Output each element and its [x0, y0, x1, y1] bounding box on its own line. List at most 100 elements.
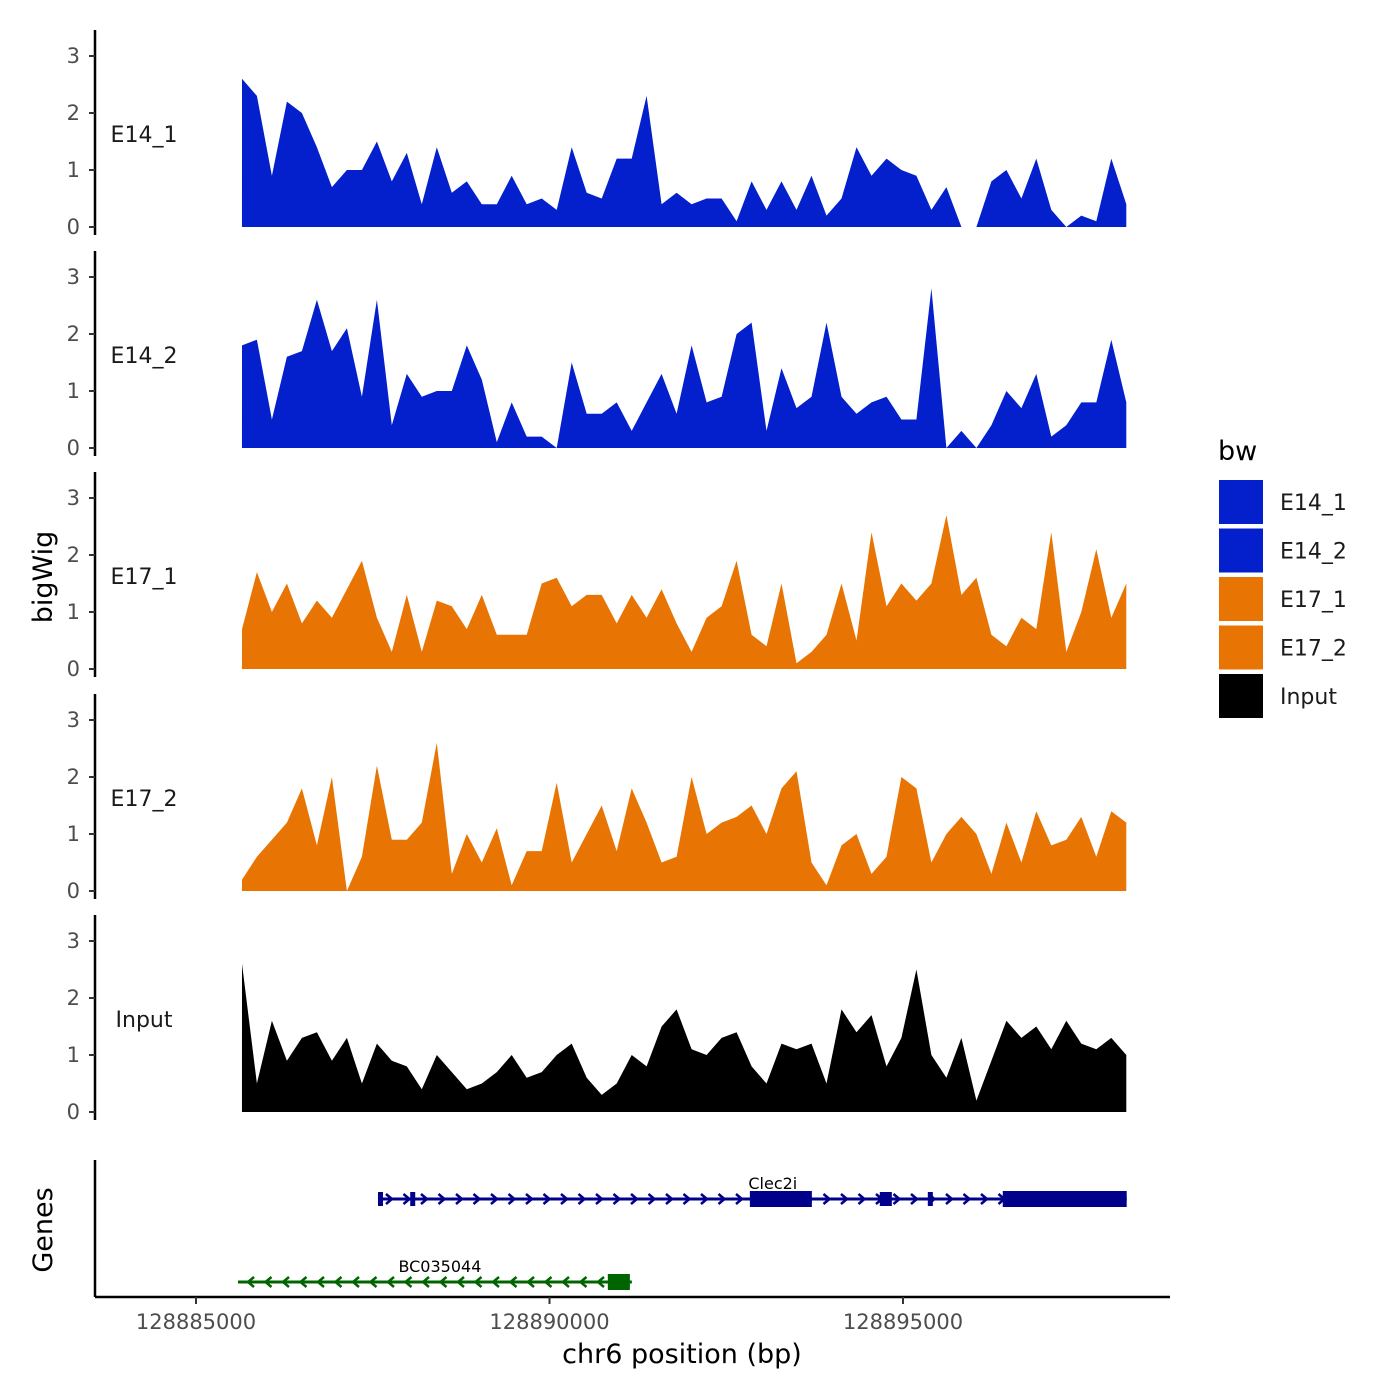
strand-arrow [437, 1193, 447, 1205]
strand-arrow [263, 1276, 273, 1288]
strand-arrow [421, 1276, 430, 1288]
y-tick-label: 3 [67, 486, 80, 510]
exon [927, 1192, 933, 1206]
track-label: E17_2 [111, 787, 178, 812]
y-tick-label: 2 [67, 101, 80, 125]
strand-arrow [892, 1193, 902, 1205]
strand-arrow [526, 1276, 535, 1288]
y-tick-label: 1 [67, 379, 80, 403]
strand-arrow [351, 1276, 360, 1288]
signal-area-E17_1 [241, 515, 1127, 669]
strand-arrow [473, 1276, 483, 1288]
track-E17_2: 0 1 2 3 E17_2 [67, 694, 1127, 903]
strand-arrow [403, 1276, 413, 1288]
strand-arrow [472, 1193, 482, 1205]
y-tick-label: 1 [67, 158, 80, 182]
x-axis-title: chr6 position (bp) [562, 1339, 802, 1370]
y-tick-label: 0 [67, 1100, 80, 1124]
track-label: E17_1 [111, 565, 178, 590]
gene-track: Clec2i BC035044 [237, 1174, 1127, 1290]
strand-arrow [281, 1276, 290, 1288]
legend-item-E14_2: E14_2 [1219, 528, 1347, 573]
exon [607, 1274, 630, 1290]
y-tick-label: 2 [67, 322, 80, 346]
strand-arrow [945, 1193, 954, 1205]
strand-arrow [385, 1193, 394, 1205]
strand-arrow [298, 1276, 308, 1288]
legend: bw E14_1 E14_2 E17_1 E17_2 Input [1218, 436, 1347, 718]
strand-arrow [595, 1193, 604, 1205]
legend-label: E17_2 [1280, 637, 1347, 662]
signal-tracks: 0 1 2 3 E14_1 0 1 2 3 E14_2 0 1 2 3 E17_1 0 1 2 3 E17_2 0 1 2 3… [67, 30, 1127, 1124]
strand-arrow [717, 1193, 727, 1205]
signal-area-E17_2 [241, 742, 1127, 891]
strand-arrow [962, 1193, 972, 1205]
y-tick-label: 0 [67, 879, 80, 903]
y-axis-title: bigWig [28, 531, 59, 624]
x-tick-label: 128885000 [136, 1310, 256, 1334]
legend-title: bw [1218, 436, 1257, 467]
y-tick-label: 1 [67, 1043, 80, 1067]
legend-label: E17_1 [1280, 588, 1347, 613]
y-tick-label: 3 [67, 708, 80, 732]
strand-arrow [665, 1193, 674, 1205]
strand-arrow [455, 1193, 464, 1205]
legend-swatch [1219, 528, 1263, 573]
signal-area-E14_1 [241, 78, 1127, 227]
strand-arrow [386, 1276, 395, 1288]
gene-label: BC035044 [398, 1257, 481, 1276]
legend-swatch [1219, 625, 1263, 670]
strand-arrow [857, 1193, 867, 1205]
strand-arrow [542, 1193, 552, 1205]
track-label: Input [116, 1008, 173, 1033]
strand-arrow [612, 1193, 622, 1205]
strand-arrow [491, 1276, 500, 1288]
strand-arrow [578, 1276, 588, 1288]
legend-label: E14_1 [1280, 491, 1347, 516]
legend-item-E17_2: E17_2 [1219, 625, 1347, 670]
y-tick-label: 3 [67, 265, 80, 289]
strand-arrow [560, 1193, 569, 1205]
y-tick-label: 1 [67, 600, 80, 624]
strand-arrow [840, 1193, 849, 1205]
gene-Clec2i: Clec2i [377, 1174, 1127, 1207]
y-tick-label: 1 [67, 822, 80, 846]
y-tick-label: 0 [67, 436, 80, 460]
y-tick-label: 2 [67, 543, 80, 567]
strand-arrow [525, 1193, 534, 1205]
strand-arrow [438, 1276, 448, 1288]
legend-item-E17_1: E17_1 [1219, 577, 1347, 621]
legend-item-E14_1: E14_1 [1219, 480, 1347, 524]
strand-arrow [700, 1193, 709, 1205]
strand-arrow [246, 1276, 255, 1288]
strand-arrow [316, 1276, 325, 1288]
legend-swatch [1219, 674, 1263, 718]
strand-arrow [402, 1193, 412, 1205]
gene-panel-title: Genes [28, 1187, 59, 1272]
x-tick-label: 128890000 [489, 1310, 609, 1334]
exon [879, 1192, 892, 1206]
strand-arrow [456, 1276, 465, 1288]
x-tick-label: 128895000 [843, 1310, 963, 1334]
strand-arrow [910, 1193, 919, 1205]
track-Input: 0 1 2 3 Input [67, 915, 1127, 1124]
signal-area-Input [241, 963, 1127, 1112]
strand-arrow [822, 1193, 832, 1205]
signal-area-E14_2 [241, 288, 1127, 448]
legend-swatch [1219, 577, 1263, 621]
y-tick-label: 3 [67, 929, 80, 953]
track-label: E14_2 [111, 344, 178, 369]
exon [377, 1192, 383, 1206]
strand-arrow [507, 1193, 517, 1205]
strand-arrow [596, 1276, 605, 1288]
x-axis: 128885000 128890000 128895000 [93, 1160, 1170, 1334]
y-tick-label: 0 [67, 657, 80, 681]
strand-arrow [647, 1193, 657, 1205]
exon [410, 1192, 416, 1206]
legend-label: E14_2 [1280, 540, 1347, 565]
y-tick-label: 0 [67, 215, 80, 239]
track-E14_2: 0 1 2 3 E14_2 [67, 251, 1127, 460]
strand-arrow [333, 1276, 343, 1288]
strand-arrow [490, 1193, 499, 1205]
